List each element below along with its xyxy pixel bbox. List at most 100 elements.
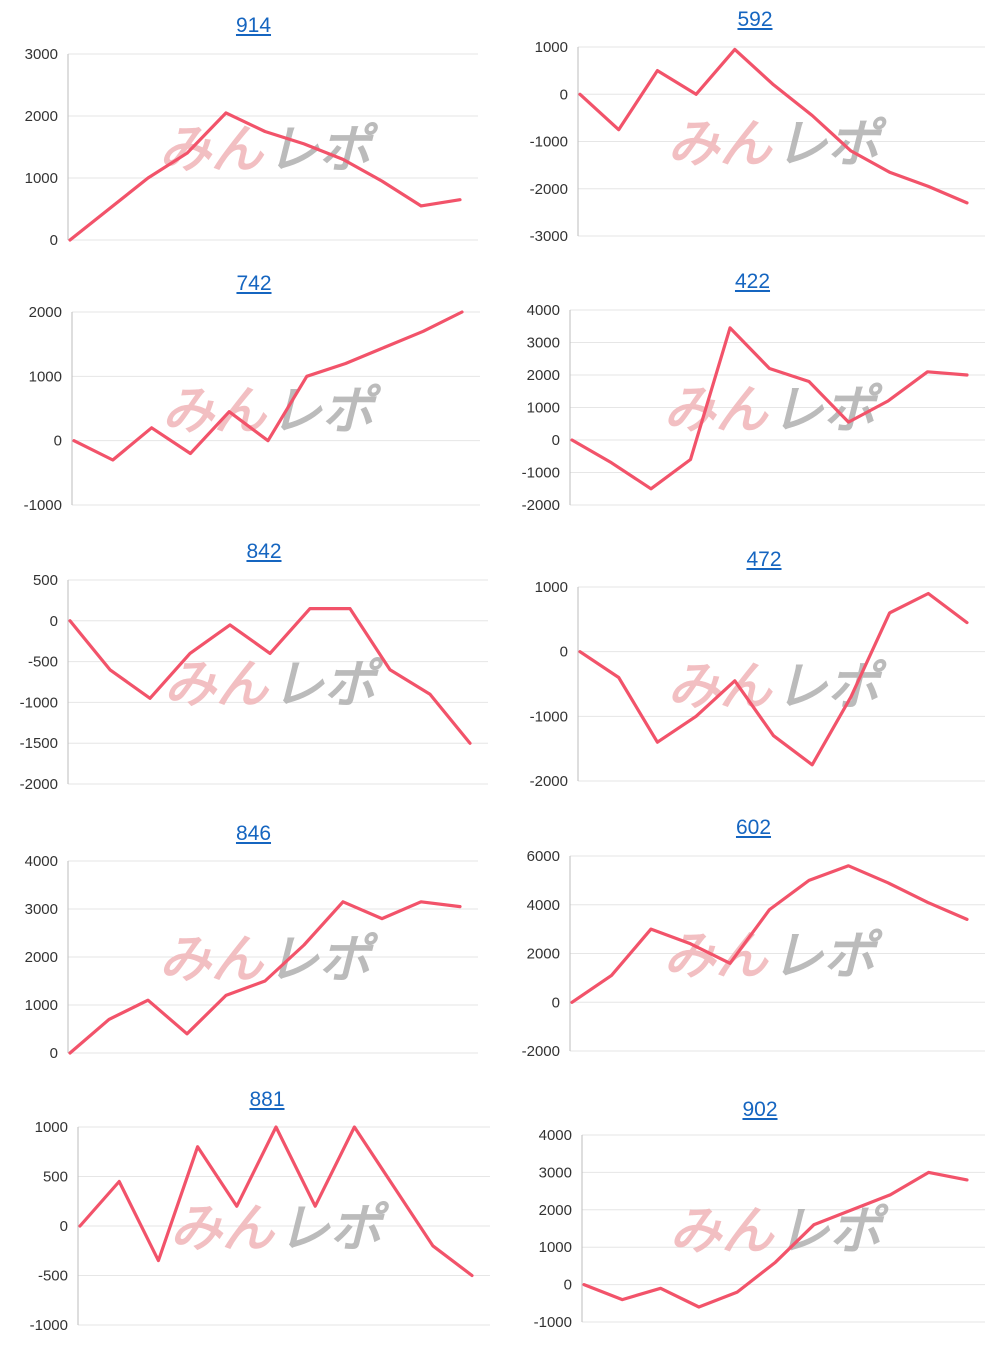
- series-line: [68, 606, 472, 745]
- series-line: [582, 1170, 969, 1309]
- line-chart: -2000 0 2000 4000 6000 みん レポ: [522, 848, 985, 1060]
- y-tick-label: 0: [50, 232, 58, 249]
- watermark-text-b: レポ: [278, 1199, 390, 1259]
- watermark-text-b: レポ: [772, 381, 884, 441]
- series-line: [72, 310, 464, 462]
- y-tick-label: 3000: [527, 335, 560, 352]
- series-line: [68, 111, 462, 242]
- watermark-text-b: レポ: [267, 930, 379, 990]
- y-tick-label: 500: [43, 1169, 68, 1186]
- watermark: みん レポ: [663, 927, 883, 987]
- y-tick-label: 1000: [535, 579, 568, 596]
- chart-title-link[interactable]: 842: [246, 540, 282, 563]
- line-chart: -1000 0 1000 2000 みん レポ: [24, 304, 480, 514]
- watermark-text-b: レポ: [776, 115, 888, 175]
- chart-title-link[interactable]: 846: [235, 822, 272, 845]
- chart-panel: 592 -3000 -2000 -1000 0 1000 みん レポ: [500, 0, 1000, 260]
- y-tick-label: -500: [38, 1268, 68, 1285]
- y-tick-label: 2000: [527, 946, 560, 963]
- watermark: みん レポ: [663, 381, 883, 441]
- y-tick-label: -2000: [522, 1043, 560, 1060]
- y-tick-label: 3000: [25, 901, 58, 918]
- y-tick-label: -2000: [20, 776, 58, 793]
- y-tick-label: -1000: [530, 708, 568, 725]
- y-tick-label: 0: [54, 433, 62, 450]
- y-tick-label: -1000: [534, 1314, 572, 1331]
- y-tick-label: -1000: [20, 694, 58, 711]
- chart-panel: 902 -1000 0 1000 2000 3000 4000 みん レポ: [500, 1080, 1000, 1349]
- y-tick-label: -2000: [530, 773, 568, 790]
- chart-panel: 422 -2000 -1000 0 1000 2000 3000 4000 みん レポ: [500, 260, 1000, 528]
- chart-panel: 602 -2000 0 2000 4000 6000 みん レポ: [500, 808, 1000, 1080]
- watermark-text-b: レポ: [772, 927, 884, 987]
- y-tick-label: 500: [33, 572, 58, 589]
- y-tick-label: 3000: [25, 46, 58, 63]
- series-line: [78, 1125, 474, 1278]
- series-line: [570, 326, 969, 491]
- y-tick-label: -500: [28, 654, 58, 671]
- chart-title-link[interactable]: 602: [735, 816, 772, 839]
- chart-panel: 742 -1000 0 1000 2000 みん レポ: [0, 260, 500, 528]
- chart-title-link[interactable]: 472: [746, 548, 782, 571]
- chart-title-link[interactable]: 914: [235, 14, 272, 37]
- watermark-text-a: みん: [170, 1199, 276, 1259]
- chart-panel: 846 0 1000 2000 3000 4000 みん レポ: [0, 808, 500, 1080]
- y-tick-label: -3000: [530, 228, 568, 245]
- watermark-text-a: みん: [162, 382, 268, 442]
- chart-title-link[interactable]: 422: [734, 270, 771, 293]
- chart-panel: 472 -2000 -1000 0 1000 みん レポ: [500, 528, 1000, 808]
- y-tick-label: -1000: [522, 465, 560, 482]
- chart-title-link[interactable]: 902: [742, 1098, 778, 1121]
- y-tick-label: 3000: [539, 1164, 572, 1181]
- y-tick-label: 2000: [527, 367, 560, 384]
- watermark-text-a: みん: [667, 115, 773, 175]
- y-tick-label: -1000: [530, 134, 568, 151]
- line-chart: 0 1000 2000 3000 4000 みん レポ: [25, 853, 478, 1062]
- line-chart: -2000 -1500 -1000 -500 0 500 みん レポ: [20, 572, 488, 793]
- y-tick-label: 1000: [29, 368, 62, 385]
- y-tick-label: 0: [60, 1218, 68, 1235]
- line-chart: -1000 -500 0 500 1000 みん レポ: [30, 1119, 490, 1334]
- y-tick-label: 4000: [527, 302, 560, 319]
- chart-title-link[interactable]: 742: [236, 272, 272, 295]
- y-tick-label: 1000: [25, 997, 58, 1014]
- y-tick-label: 6000: [527, 848, 560, 865]
- chart-panel: 881 -1000 -500 0 500 1000 みん レポ: [0, 1080, 500, 1349]
- y-tick-label: 0: [560, 86, 568, 103]
- watermark: みん レポ: [667, 657, 887, 717]
- line-chart: -1000 0 1000 2000 3000 4000 みん レポ: [534, 1127, 985, 1331]
- chart-panel: 914 0 1000 2000 3000 みん レポ: [0, 0, 500, 260]
- y-tick-label: -2000: [522, 497, 560, 514]
- watermark-text-a: みん: [159, 930, 265, 990]
- y-tick-label: 1000: [25, 170, 58, 187]
- watermark: みん レポ: [164, 655, 384, 715]
- series-line: [570, 864, 969, 1004]
- watermark-text-b: レポ: [778, 1202, 890, 1262]
- y-tick-label: 0: [552, 432, 560, 449]
- y-tick-label: 1000: [527, 400, 560, 417]
- watermark: みん レポ: [669, 1202, 889, 1262]
- watermark-text-b: レポ: [270, 382, 382, 442]
- y-tick-label: 2000: [29, 304, 62, 321]
- watermark: みん レポ: [159, 930, 379, 990]
- y-tick-label: 0: [552, 994, 560, 1011]
- y-tick-label: -1000: [24, 497, 62, 514]
- series-line: [578, 591, 969, 767]
- series-line: [68, 900, 462, 1055]
- y-tick-label: 4000: [527, 897, 560, 914]
- watermark: みん レポ: [162, 382, 382, 442]
- series-line: [578, 47, 969, 205]
- watermark-text-b: レポ: [272, 655, 384, 715]
- y-tick-label: 0: [50, 613, 58, 630]
- y-tick-label: 0: [560, 644, 568, 661]
- line-chart: -3000 -2000 -1000 0 1000 みん レポ: [530, 39, 985, 245]
- y-tick-label: 1000: [35, 1119, 68, 1136]
- y-tick-label: 1000: [535, 39, 568, 56]
- chart-title-link[interactable]: 881: [249, 1088, 285, 1111]
- chart-title-link[interactable]: 592: [737, 8, 773, 31]
- watermark: みん レポ: [667, 115, 887, 175]
- y-tick-label: 0: [50, 1045, 58, 1062]
- y-tick-label: -1000: [30, 1317, 68, 1334]
